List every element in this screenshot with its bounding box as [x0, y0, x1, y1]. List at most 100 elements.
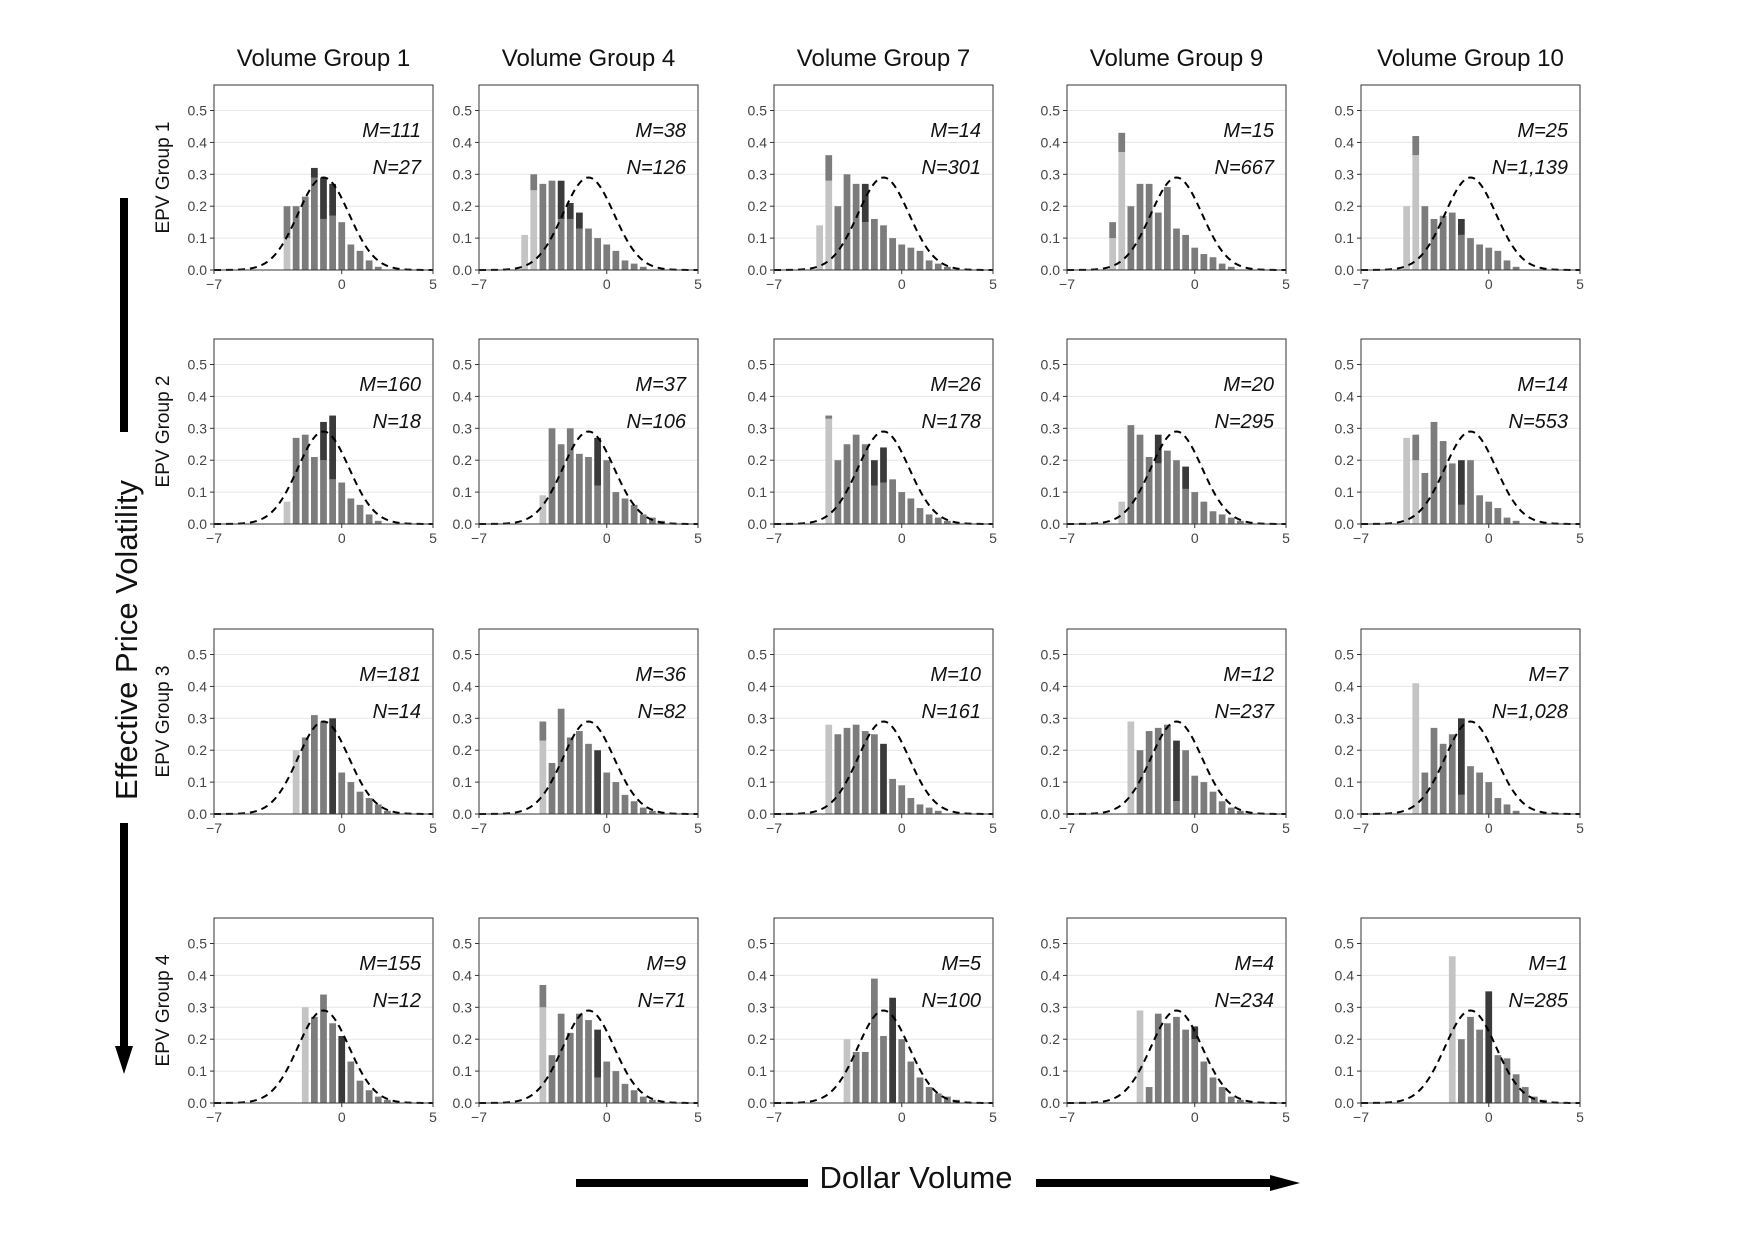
histogram-bar — [1109, 222, 1116, 239]
histogram-bar — [1182, 488, 1189, 524]
histogram-bar-light — [539, 740, 547, 814]
histogram-bar — [916, 1077, 924, 1103]
y-tick-label: 0.0 — [453, 516, 473, 532]
y-tick-label: 0.5 — [453, 936, 473, 952]
histogram-bar-light — [539, 495, 547, 524]
y-tick-label: 0.1 — [1041, 230, 1061, 246]
facet-panel: 0.0 0.1 0.2 0.3 0.4 0.5 −7 0 5 M=9 N=71 — [453, 917, 702, 1125]
histogram-bar — [1200, 1061, 1208, 1103]
panel-border — [1066, 628, 1287, 815]
y-tick-label: 0.3 — [188, 420, 208, 436]
mean-annotation: M=1 — [1529, 953, 1568, 975]
histogram-bar — [301, 434, 309, 524]
histogram-bar-dark — [320, 177, 327, 219]
x-tick-label: 5 — [694, 1109, 702, 1125]
histogram-bar — [356, 1080, 364, 1103]
histogram-bar — [934, 810, 942, 814]
y-tick-label: 0.2 — [188, 452, 208, 468]
histogram-bar — [630, 263, 638, 270]
y-tick-label: 0.1 — [1335, 1063, 1355, 1079]
facet-panel: 0.0 0.1 0.2 0.3 0.4 0.5 −7 0 5 M=4 N=234 — [1041, 917, 1290, 1125]
histogram-bar — [1136, 183, 1144, 270]
y-tick-label: 0.0 — [188, 262, 208, 278]
histogram-bar — [347, 782, 355, 814]
histogram-bar — [292, 206, 300, 270]
x-tick-label: 0 — [1191, 820, 1199, 836]
histogram-bar — [612, 782, 620, 814]
histogram-bar-dark — [338, 1036, 346, 1103]
histogram-bar — [356, 504, 364, 524]
normal-density-curve — [479, 176, 698, 271]
y-tick-label: 0.0 — [1041, 806, 1061, 822]
histogram-bar — [603, 772, 611, 814]
x-tick-label: −7 — [1353, 820, 1369, 836]
histogram-bar — [1164, 724, 1171, 814]
y-tick-label: 0.0 — [1041, 1095, 1061, 1111]
count-annotation: N=1,028 — [1492, 701, 1568, 723]
panel-border — [213, 338, 434, 525]
histogram-bar — [548, 180, 556, 270]
facet-panel: 0.0 0.1 0.2 0.3 0.4 0.5 −7 0 5 M=38 N=126 — [453, 84, 702, 292]
y-tick-label: 0.4 — [188, 967, 208, 983]
y-tick-label: 0.3 — [748, 166, 768, 182]
histogram-bar — [1227, 517, 1235, 524]
mean-annotation: M=15 — [1223, 120, 1274, 142]
y-tick-label: 0.1 — [1335, 774, 1355, 790]
y-tick-label: 0.5 — [748, 936, 768, 952]
y-tick-label: 0.2 — [453, 198, 473, 214]
y-tick-label: 0.2 — [1335, 1031, 1355, 1047]
normal-density-curve — [214, 430, 433, 525]
histogram-bar — [1145, 731, 1153, 814]
panel-border — [773, 84, 994, 271]
histogram-bar — [630, 801, 638, 814]
histogram-bar — [925, 260, 933, 270]
histogram-bar-light — [530, 190, 538, 270]
histogram-bar-dark — [880, 447, 887, 483]
x-tick-label: 5 — [1576, 1109, 1584, 1125]
histogram-bar — [1439, 215, 1447, 270]
histogram-bar-dark — [576, 212, 583, 229]
histogram-bar — [916, 804, 924, 814]
y-tick-label: 0.0 — [1041, 262, 1061, 278]
histogram-bar-light — [1118, 151, 1126, 270]
histogram-bar-dark — [1154, 434, 1162, 464]
x-tick-label: −7 — [1059, 1109, 1075, 1125]
histogram-bar — [1200, 254, 1208, 270]
y-tick-label: 0.0 — [748, 516, 768, 532]
x-tick-label: −7 — [766, 1109, 782, 1125]
count-annotation: N=237 — [1215, 701, 1275, 723]
histogram-bar — [907, 798, 915, 814]
y-tick-label: 0.1 — [453, 230, 473, 246]
y-tick-label: 0.0 — [1335, 1095, 1355, 1111]
histogram-bar-dark — [311, 167, 318, 178]
y-tick-label: 0.4 — [188, 388, 208, 404]
histogram-bar — [1494, 250, 1502, 270]
y-tick-label: 0.4 — [453, 134, 473, 150]
histogram-bar — [1173, 228, 1180, 270]
histogram-bar — [603, 1061, 611, 1103]
panel-border — [1360, 628, 1581, 815]
histogram-bar — [1467, 1016, 1474, 1103]
y-tick-label: 0.3 — [748, 999, 768, 1015]
y-tick-label: 0.3 — [1041, 710, 1061, 726]
y-tick-label: 0.1 — [188, 484, 208, 500]
row-title: EPV Group 3 — [153, 666, 174, 778]
histogram-bar — [347, 244, 355, 270]
count-annotation: N=667 — [1215, 157, 1275, 179]
y-tick-label: 0.2 — [748, 1031, 768, 1047]
panel-border — [773, 917, 994, 1104]
histogram-bar — [338, 772, 346, 814]
y-tick-label: 0.2 — [748, 742, 768, 758]
count-annotation: N=106 — [627, 411, 687, 433]
x-tick-label: 0 — [898, 276, 906, 292]
histogram-bar-light — [292, 750, 300, 814]
histogram-bar — [566, 218, 574, 270]
column-title: Volume Group 7 — [797, 45, 970, 72]
histogram-bar — [621, 260, 629, 270]
panel-border — [773, 338, 994, 525]
histogram-bar — [1476, 244, 1483, 270]
histogram-bar-dark — [1458, 218, 1465, 235]
histogram-bar — [1421, 472, 1429, 524]
histogram-bar — [384, 810, 391, 814]
histogram-bar — [1512, 520, 1520, 524]
